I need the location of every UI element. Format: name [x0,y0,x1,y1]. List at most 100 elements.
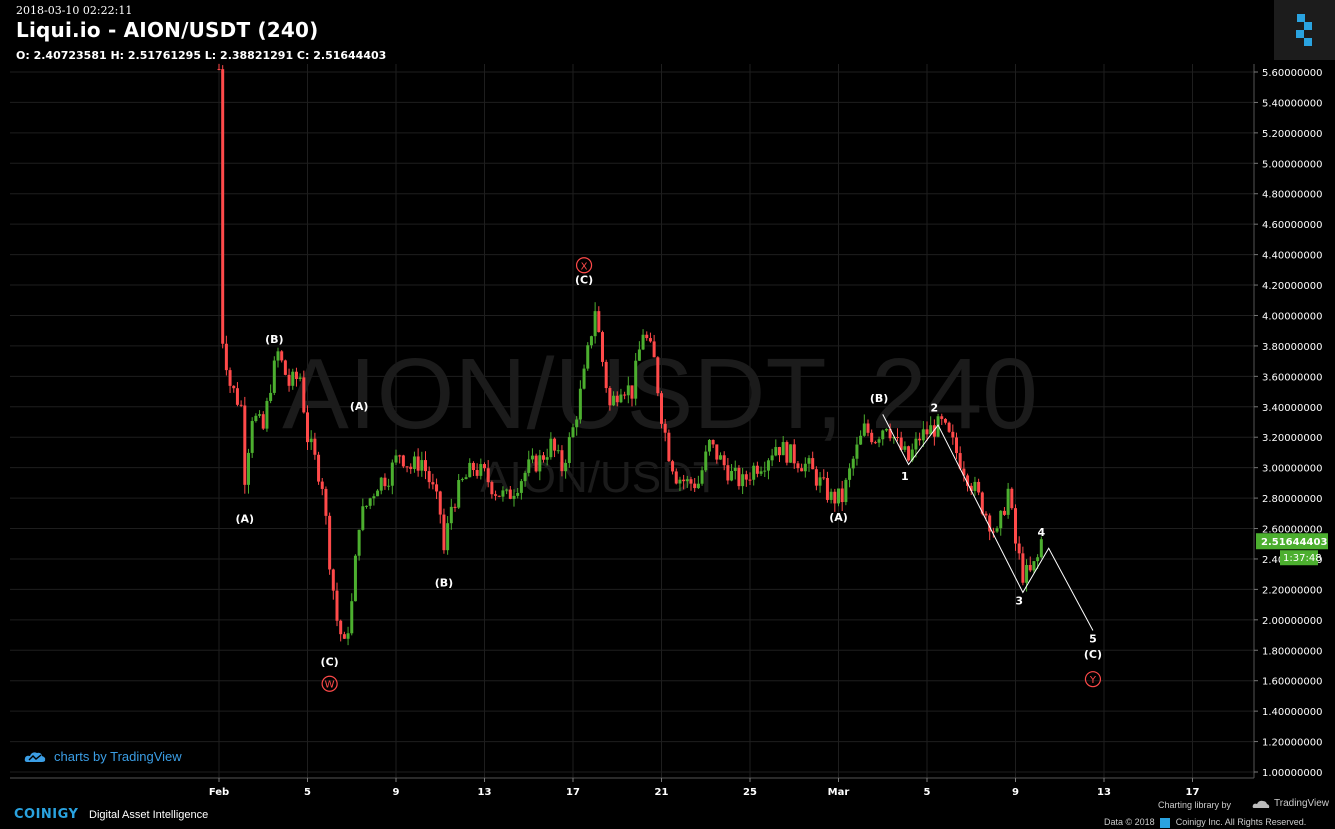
charting-library-label: Charting library by [1158,800,1232,810]
candle-body [711,439,715,445]
candle-body [424,460,427,472]
candle-body [663,423,667,433]
candle-body [306,412,309,443]
grid-lines [10,64,1254,778]
candle-body [741,474,745,487]
candle-body [921,429,925,441]
tradingview-footer-label: TradingView [1274,798,1330,809]
candle-body [855,444,859,459]
circled-label: Y [1089,675,1097,686]
candle-body [261,414,265,429]
candle-body [778,447,781,456]
candle-body [807,458,811,464]
candle-body [652,341,656,358]
candle-body [247,452,250,485]
candle-body [435,484,439,492]
candle-body [910,449,914,461]
candle-body [877,439,881,443]
candle-body [1039,539,1043,558]
candle-body [660,393,663,424]
candle-body [1006,488,1010,515]
countdown-label: 1:37:48 [1283,553,1322,564]
coinigy-logo[interactable]: COINIGY [14,807,79,822]
wave-label: 1 [901,470,909,483]
candle-body [250,421,254,453]
candle-body [999,510,1003,529]
candle-body [822,477,826,479]
candle-body [936,416,940,437]
candle-body [1032,561,1036,571]
price-tick-label: 4.60000000 [1262,220,1322,231]
candle-body [597,311,601,333]
candle-body [287,374,291,386]
candle-body [431,482,435,485]
candle-body [641,334,645,350]
tradingview-footer-link[interactable]: TradingView [1252,798,1329,809]
circled-label: W [325,680,335,691]
candle-body [471,462,475,471]
candle-body [530,455,534,460]
wave-label: 4 [1037,526,1045,539]
time-tick-label: 5 [304,787,311,798]
candle-body [656,357,660,394]
candle-body [722,455,726,466]
candle-body [427,471,431,483]
candle-body [866,423,870,433]
candle-body [239,404,243,406]
candle-body [328,515,332,570]
wave-labels: (B) (A) (C) (A) (B) (C) (A) (B) 2 1 3 4 5 (C) [236,274,1102,669]
candle-body [1014,508,1017,544]
candle-body [387,485,391,487]
candle-body [243,405,247,485]
circled-label: X [581,261,588,272]
wave-label: (C) [575,274,593,287]
price-axis-labels: 5.60000000 5.40000000 5.20000000 5.00000000… [1254,68,1322,779]
candle-body [888,428,892,439]
tradingview-badge[interactable]: charts by TradingView [24,749,182,764]
candle-body [626,385,630,396]
candle-body [258,414,262,416]
candle-body [302,377,306,413]
candle-body [645,334,649,339]
candle-body [851,458,855,469]
candle-body [254,415,258,422]
candle-body [479,464,483,476]
wave-label: 3 [1015,595,1023,608]
last-price-label: 2.51644403 [1261,537,1327,548]
time-tick-label: 13 [1097,787,1111,798]
candle-body [564,462,568,472]
candle-body [376,490,380,497]
candle-body [331,569,335,591]
candle-body [619,394,623,403]
price-tick-label: 4.00000000 [1262,311,1322,322]
tradingview-logo-icon[interactable] [1274,0,1335,60]
price-tick-label: 2.80000000 [1262,494,1322,505]
candle-body [671,461,675,472]
wave-label: (C) [321,655,339,668]
candle-body [449,506,453,524]
candle-body [453,506,457,508]
candle-body [390,462,394,486]
candle-body [744,474,748,480]
price-tick-label: 3.00000000 [1262,464,1322,475]
candle-body [549,438,553,458]
wave-label: (A) [350,400,369,413]
candle-body [737,467,741,487]
time-tick-label: 21 [655,787,669,798]
price-tick-label: 5.20000000 [1262,129,1322,140]
candle-body [811,458,815,470]
candle-body [648,338,652,342]
candle-body [837,488,840,504]
price-tick-label: 1.00000000 [1262,768,1322,779]
candle-body [623,394,627,396]
candle-body [309,438,313,443]
candle-body [560,450,564,472]
chart-title: Liqui.io - AION/USDT (240) [16,18,319,42]
candle-body [1010,488,1014,509]
candle-body [881,430,885,440]
candle-body [294,371,298,379]
chart-timestamp: 2018-03-10 02:22:11 [16,4,133,17]
price-tick-label: 2.60000000 [1262,525,1322,536]
candle-body [612,395,616,406]
